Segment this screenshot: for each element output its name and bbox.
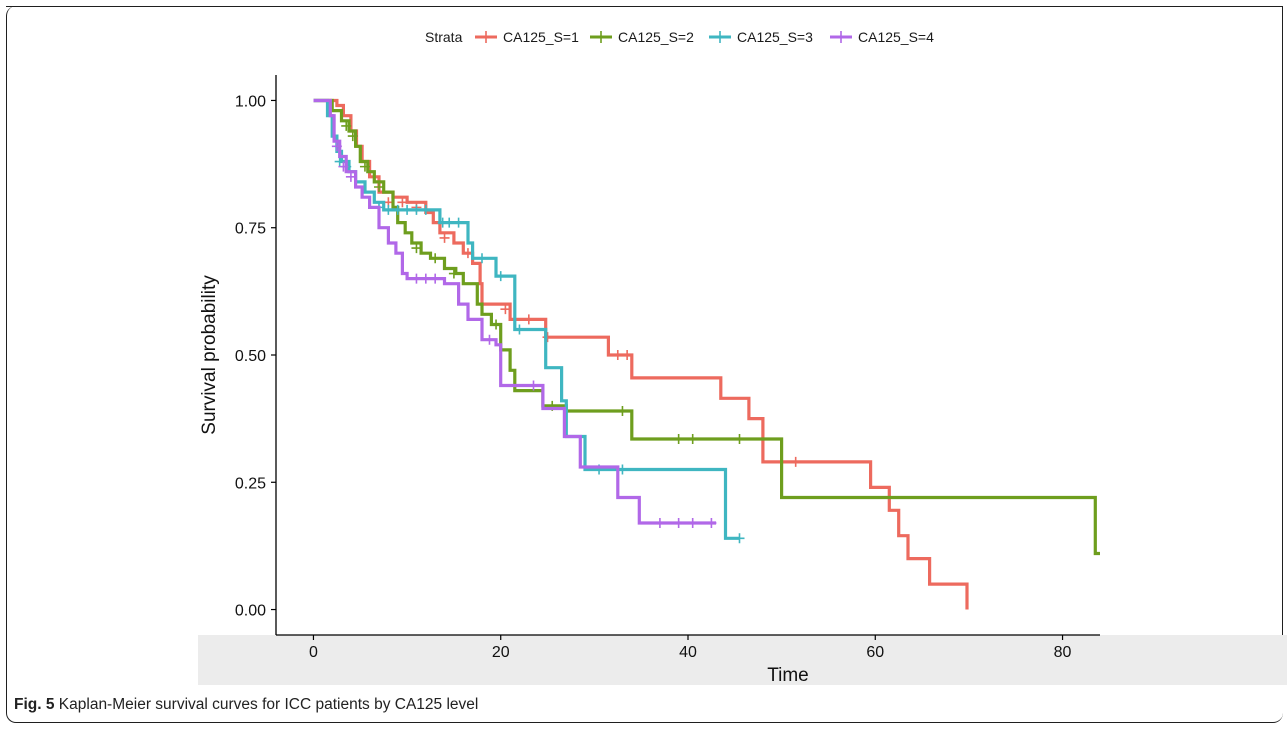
caption-label: Fig. 5 [14, 696, 55, 713]
series-4-censor-mark [706, 518, 717, 528]
series-1-censor-mark [622, 350, 633, 360]
series-1-censor-mark [790, 456, 801, 467]
series-1-censor-mark [500, 304, 511, 315]
series-2-censor-mark [448, 268, 459, 279]
x-tick-label: 80 [1054, 644, 1072, 661]
series-3-censor-mark [420, 204, 431, 215]
series-3-censor-mark [495, 271, 506, 282]
series-3-censor-mark [334, 156, 345, 167]
series-3-curve [313, 98, 740, 540]
x-tick-label: 0 [309, 644, 318, 661]
x-axis-band [198, 635, 1287, 685]
legend-label: CA125_S=3 [737, 29, 813, 45]
series-4-censor-mark [338, 161, 349, 172]
y-tick-label: 0.75 [235, 221, 266, 238]
series-1-censor-mark [542, 332, 553, 343]
series-3-censor-mark [734, 533, 745, 544]
series-4-censor-mark [528, 380, 539, 391]
figure-caption: Fig. 5 Kaplan-Meier survival curves for … [14, 696, 478, 714]
series-2-censor-mark [687, 434, 698, 444]
series-4-censor-mark [687, 518, 698, 528]
legend-title: Strata [425, 29, 463, 45]
x-tick-label: 40 [679, 644, 697, 661]
series-3-censor-mark [392, 204, 403, 215]
legend: Strata CA125_S=1 CA125_S=2 CA125_S=3 CA125_… [425, 29, 934, 45]
series-1-censor-mark [523, 314, 534, 325]
series-2-censor-mark [734, 434, 745, 444]
series-2-curve [313, 98, 1100, 556]
series-3-censor-mark [444, 217, 455, 228]
series-1-censor-mark [612, 350, 623, 360]
y-axis-label: Survival probability [199, 275, 220, 435]
axes: 0.00 0.25 0.50 0.75 1.00 0 20 40 60 80 [235, 75, 1100, 661]
series-1-censor-mark [397, 197, 408, 208]
series-3-censor-mark [402, 204, 413, 215]
x-axis-label: Time [767, 665, 809, 686]
series-4-censor-mark [654, 518, 665, 528]
series-2-censor-mark [341, 120, 352, 131]
y-tick-label: 0.25 [235, 475, 266, 492]
legend-label: CA125_S=4 [858, 29, 934, 45]
series-4-censor-mark [484, 334, 495, 345]
series-2-censor-mark [359, 161, 370, 172]
figure-border [6, 6, 1283, 723]
series-4-censor-mark [420, 273, 431, 284]
y-tick-label: 0.50 [235, 348, 266, 365]
x-tick-label: 20 [492, 644, 510, 661]
series-3-censor-mark [411, 204, 422, 215]
figure-border-top [6, 6, 1282, 7]
y-tick-label: 1.00 [235, 93, 266, 110]
series-2-censor-mark [617, 406, 628, 416]
series-3-censor-mark [514, 324, 525, 335]
series-4-censor-mark [411, 273, 422, 284]
series-layer [313, 98, 1100, 610]
series-2-censor-mark [673, 434, 684, 444]
series-4-censor-mark [345, 171, 356, 182]
series-2-censor-mark [430, 253, 441, 264]
series-3-censor-mark [477, 253, 487, 264]
legend-label: CA125_S=2 [618, 29, 694, 45]
series-4-censor-mark [331, 141, 342, 152]
legend-label: CA125_S=1 [503, 29, 579, 45]
series-1-censor-mark [439, 232, 450, 243]
series-2-censor-mark [491, 319, 502, 330]
series-2-censor-mark [411, 243, 422, 254]
series-3-censor-mark [383, 204, 394, 215]
y-tick-label: 0.00 [235, 603, 266, 620]
series-4-censor-mark [430, 273, 441, 284]
series-2-censor-mark [374, 182, 384, 192]
series-4-censor-mark [673, 518, 684, 528]
x-tick-label: 60 [866, 644, 884, 661]
caption-text: Kaplan-Meier survival curves for ICC pat… [58, 696, 479, 713]
series-1-curve [313, 98, 969, 610]
series-3-censor-mark [453, 217, 464, 228]
series-2-censor-mark [347, 131, 358, 142]
figure-border-right [1282, 6, 1283, 636]
